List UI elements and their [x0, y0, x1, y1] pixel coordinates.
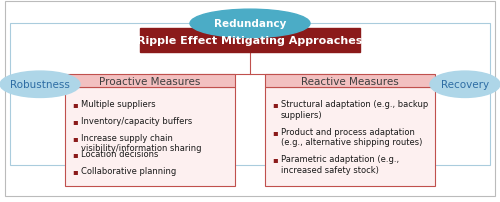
Text: ▪: ▪ [72, 150, 78, 159]
FancyBboxPatch shape [65, 75, 235, 88]
Text: Product and process adaptation
(e.g., alternative shipping routes): Product and process adaptation (e.g., al… [281, 127, 422, 147]
Text: Location decisions: Location decisions [81, 150, 158, 159]
Text: ▪: ▪ [272, 127, 278, 136]
Text: Proactive Measures: Proactive Measures [100, 76, 200, 86]
Text: ▪: ▪ [72, 100, 78, 109]
Text: Structural adaptation (e.g., backup
suppliers): Structural adaptation (e.g., backup supp… [281, 100, 428, 119]
Ellipse shape [190, 10, 310, 38]
Ellipse shape [430, 72, 500, 98]
Ellipse shape [0, 72, 80, 98]
Text: Collaborative planning: Collaborative planning [81, 166, 176, 175]
Text: Reactive Measures: Reactive Measures [301, 76, 399, 86]
FancyBboxPatch shape [265, 75, 435, 88]
FancyBboxPatch shape [140, 29, 360, 53]
Text: ▪: ▪ [272, 100, 278, 109]
Text: ▪: ▪ [272, 155, 278, 163]
Text: Inventory/capacity buffers: Inventory/capacity buffers [81, 117, 192, 125]
FancyBboxPatch shape [65, 88, 235, 186]
Text: Recovery: Recovery [441, 80, 489, 90]
Text: ▪: ▪ [72, 117, 78, 125]
Text: Multiple suppliers: Multiple suppliers [81, 100, 156, 109]
FancyBboxPatch shape [265, 88, 435, 186]
Text: Ripple Effect Mitigating Approaches: Ripple Effect Mitigating Approaches [138, 36, 362, 46]
Text: ▪: ▪ [72, 166, 78, 175]
Text: Parametric adaptation (e.g.,
increased safety stock): Parametric adaptation (e.g., increased s… [281, 155, 399, 174]
Text: Redundancy: Redundancy [214, 19, 286, 29]
Text: Increase supply chain
visibility/information sharing: Increase supply chain visibility/informa… [81, 133, 202, 153]
Text: ▪: ▪ [72, 133, 78, 142]
Text: Robustness: Robustness [10, 80, 70, 90]
